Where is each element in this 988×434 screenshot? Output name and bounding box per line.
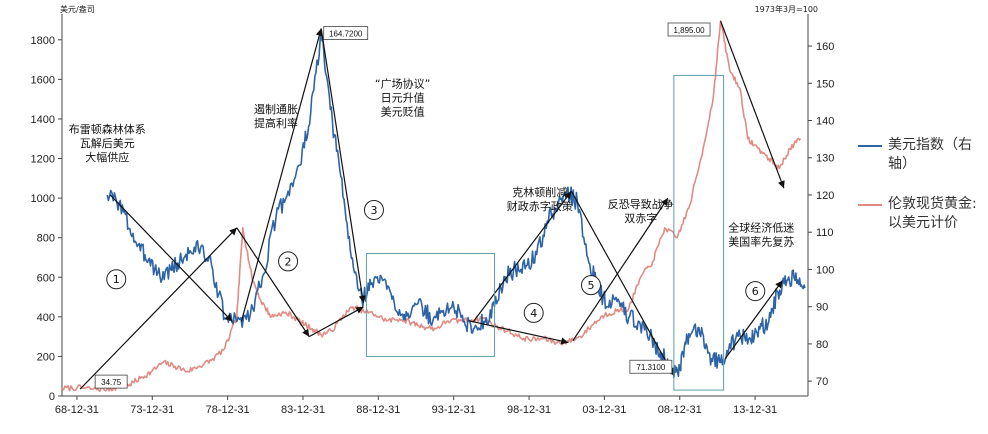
annotation-text: 克林顿削减 — [512, 185, 567, 199]
left-tick-label: 200 — [37, 351, 55, 363]
annotation-text: 布雷顿森林体系 — [69, 122, 146, 136]
callout-164-72-box — [323, 26, 369, 40]
x-tick-label: 83-12-31 — [281, 404, 325, 416]
callout-1895-box — [667, 22, 711, 37]
annotation-text: 双赤字 — [624, 211, 657, 225]
left-axis-unit: 美元/盎司 — [60, 4, 95, 14]
right-tick-label: 70 — [816, 376, 828, 388]
annotation-text: 财政赤字政策 — [507, 199, 573, 213]
x-tick-label: 13-12-31 — [733, 404, 777, 416]
annotation-text: 美元贬值 — [381, 105, 425, 118]
annotations: 34.75 164.7200 1,895.00 71.3100 1 布雷顿森林体系瓦解后美… — [69, 22, 794, 389]
right-tick-label: 80 — [816, 339, 828, 351]
legend-swatch-gold — [858, 204, 882, 206]
annotation-number: 6 — [752, 285, 759, 298]
annotation-number: 1 — [113, 273, 120, 286]
trend-arrow — [572, 197, 669, 341]
left-tick-label: 0 — [49, 391, 55, 403]
annotation-text: 大幅供应 — [85, 150, 129, 164]
trend-arrow — [570, 190, 675, 376]
callout-1895: 1,895.00 — [673, 26, 705, 35]
usd-index-line — [106, 34, 806, 379]
trend-arrow — [320, 28, 366, 304]
x-tick-label: 08-12-31 — [658, 404, 702, 416]
legend-swatch-usd — [858, 145, 882, 147]
left-tick-label: 1200 — [31, 154, 55, 166]
x-tick-label: 03-12-31 — [582, 404, 626, 416]
annotation-text: 遏制通胀 — [254, 103, 298, 116]
trend-arrow — [468, 320, 569, 345]
annotation-number: 4 — [530, 307, 537, 320]
trend-arrow — [472, 190, 572, 322]
annotation-number: 5 — [587, 279, 594, 292]
right-axis-unit: 1973年3月=100 — [755, 4, 818, 14]
x-tick-label: 68-12-31 — [55, 404, 99, 416]
annotation-text: 提高利率 — [254, 116, 298, 130]
x-tick-label: 73-12-31 — [130, 404, 174, 416]
legend-label-usd: 美元指数（右轴） — [888, 137, 972, 172]
left-tick-label: 1800 — [31, 35, 55, 47]
right-tick-label: 140 — [816, 116, 834, 128]
left-tick-label: 1600 — [31, 74, 55, 86]
gold-line — [61, 20, 802, 393]
annotation-text: 全球经济低迷 — [728, 221, 794, 235]
left-tick-label: 400 — [37, 312, 55, 324]
x-tick-label: 88-12-31 — [356, 404, 400, 416]
callout-71-31: 71.3100 — [636, 363, 665, 372]
annotation-circle — [278, 251, 299, 272]
x-tick-label: 78-12-31 — [206, 404, 250, 416]
usd-index-series — [106, 34, 806, 379]
annotation-circle — [363, 199, 384, 220]
trend-arrow — [308, 306, 364, 338]
right-tick-label: 110 — [816, 227, 834, 239]
right-tick-label: 130 — [816, 153, 834, 165]
annotation-text: 反恐导致战争 — [608, 197, 674, 211]
axes: 美元/盎司 1973年3月=100020040060080010001200140… — [31, 4, 835, 416]
left-tick-label: 1400 — [31, 114, 55, 126]
range-box-plaza — [365, 253, 496, 357]
trend-arrow — [720, 20, 785, 189]
trend-arrow — [724, 280, 783, 360]
annotation-circle — [745, 281, 766, 302]
right-tick-label: 100 — [816, 264, 834, 276]
annotation-text: “广场协议” — [375, 76, 430, 90]
annotation-number: 2 — [285, 255, 292, 268]
gold-series — [61, 20, 802, 393]
x-tick-label: 93-12-31 — [432, 404, 476, 416]
legend-item-usd: 美元指数（右轴） — [858, 136, 974, 174]
left-tick-label: 600 — [37, 272, 55, 284]
callout-164-72: 164.7200 — [329, 30, 363, 39]
callout-34-75: 34.75 — [101, 378, 122, 387]
right-tick-label: 90 — [816, 302, 828, 314]
trend-arrow — [236, 227, 310, 337]
callout-71-31-box — [629, 359, 673, 374]
legend-item-gold: 伦敦现货黄金:以美元计价 — [858, 195, 988, 233]
right-tick-label: 160 — [816, 41, 834, 53]
annotation-text: 瓦解后美元 — [80, 136, 135, 150]
legend: 美元指数（右轴） — [858, 136, 974, 174]
x-tick-label: 98-12-31 — [507, 404, 551, 416]
callout-34-75-box — [94, 374, 128, 389]
trend-arrow — [240, 28, 323, 322]
trend-arrow — [79, 227, 238, 390]
annotation-circle — [580, 275, 601, 296]
trend-arrow — [109, 194, 233, 322]
annotation-circle — [523, 302, 544, 323]
legend-2: 伦敦现货黄金:以美元计价 — [858, 195, 988, 233]
trend-arrows — [79, 20, 785, 390]
annotation-number: 3 — [370, 204, 377, 217]
annotation-text: 美国率先复苏 — [728, 235, 794, 249]
right-tick-label: 120 — [816, 190, 834, 202]
left-tick-label: 800 — [37, 233, 55, 245]
legend-label-gold: 伦敦现货黄金:以美元计价 — [888, 196, 977, 231]
annotation-circle — [106, 269, 127, 290]
range-box-crisis — [673, 74, 725, 391]
annotation-text: 日元升值 — [381, 91, 425, 104]
left-tick-label: 1000 — [31, 193, 55, 205]
range-boxes — [365, 74, 725, 391]
right-tick-label: 150 — [816, 78, 834, 90]
